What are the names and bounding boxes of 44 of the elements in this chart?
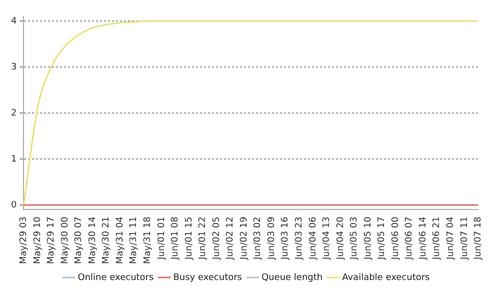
y-tick-label: 0 xyxy=(10,200,17,210)
x-tick-label: Jun/06 14 xyxy=(418,216,428,260)
x-tick-label: Jun/03 09 xyxy=(266,216,277,260)
x-tick-label: Jun/04 06 xyxy=(308,216,318,260)
y-tick-label: 2 xyxy=(10,108,17,118)
x-tick-label: Jun/04 13 xyxy=(322,216,332,260)
x-tick-label: Jun/06 07 xyxy=(404,216,415,260)
x-tick-label: May/29 10 xyxy=(32,216,43,264)
x-tick-label: Jun/03 23 xyxy=(294,216,305,260)
x-tick-label: May/31 11 xyxy=(129,216,140,264)
legend-label: Online executors xyxy=(78,272,154,283)
x-tick-label: Jun/04 20 xyxy=(336,216,346,260)
line-series xyxy=(22,20,479,206)
x-tick-label: Jun/06 21 xyxy=(432,216,442,260)
x-tick-label: Jun/07 18 xyxy=(474,216,484,260)
y-tick-label: 4 xyxy=(10,16,17,26)
x-tick-label: Jun/06 00 xyxy=(390,216,401,260)
x-tick-label: Jun/03 02 xyxy=(253,216,264,260)
x-tick-label: Jun/01 22 xyxy=(198,216,208,260)
x-tick-label: May/30 00 xyxy=(60,216,70,264)
y-tick-label: 1 xyxy=(10,154,17,164)
x-tick-label: Jun/03 16 xyxy=(280,216,291,260)
x-tick-label: Jun/01 15 xyxy=(184,216,194,260)
legend-label: Available executors xyxy=(342,272,430,283)
x-tick-label: May/29 03 xyxy=(19,216,30,264)
legend-label: Busy executors xyxy=(173,272,242,283)
x-tick-label: Jun/02 05 xyxy=(212,216,222,260)
x-tick-label: May/30 14 xyxy=(88,216,98,264)
x-tick-label: Jun/01 08 xyxy=(170,216,181,260)
x-tick-label: May/30 07 xyxy=(74,216,84,264)
x-tick-label: May/31 04 xyxy=(115,216,126,264)
x-tick-label: Jun/01 01 xyxy=(156,216,167,260)
x-tick-label: May/29 17 xyxy=(46,216,57,264)
x-tick-label: Jun/05 03 xyxy=(350,216,360,260)
y-tick-label: 3 xyxy=(10,62,17,72)
x-tick-label: Jun/05 10 xyxy=(363,216,374,260)
x-tick-label: May/31 18 xyxy=(143,216,154,264)
x-tick-label: Jun/02 19 xyxy=(239,216,250,260)
x-tick-label: Jun/02 12 xyxy=(226,216,236,260)
x-tick-label: Jun/05 17 xyxy=(377,216,388,260)
legend-label: Queue length xyxy=(261,272,323,283)
x-tick-label: May/30 21 xyxy=(102,216,112,264)
x-tick-label: Jun/07 11 xyxy=(460,216,470,260)
x-tick-label: Jun/07 04 xyxy=(446,216,456,260)
